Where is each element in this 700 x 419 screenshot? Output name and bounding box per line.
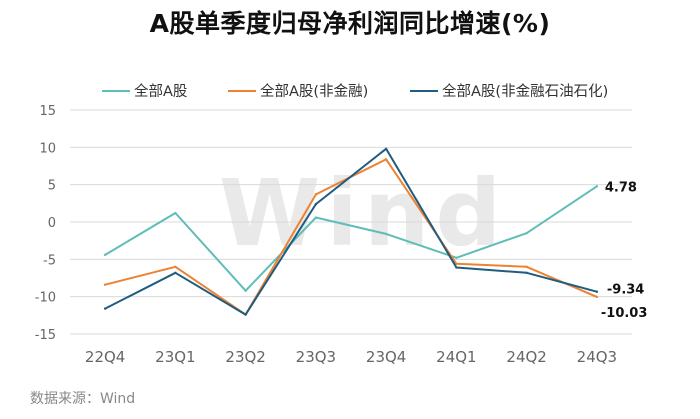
chart-title: A股单季度归母净利润同比增速(%) (149, 9, 551, 38)
legend-item: 全部A股(非金融石油石化) (410, 80, 608, 101)
data-point (103, 253, 107, 257)
data-point (244, 289, 247, 292)
legend-label: 全部A股(非金融石油石化) (442, 84, 609, 100)
y-tick-label: 10 (39, 141, 56, 156)
data-label: -9.34 (607, 283, 644, 298)
data-point (384, 158, 388, 161)
data-point (384, 147, 388, 151)
data-point (174, 271, 177, 274)
data-label: 4.78 (605, 180, 637, 195)
y-tick-label: 15 (39, 104, 56, 119)
legend: 全部A股 全部A股(非金融) 全部A股(非金融石油石化) (0, 80, 700, 100)
data-point (455, 256, 458, 260)
data-label: -10.03 (601, 306, 648, 321)
data-point (595, 185, 599, 188)
series-line (104, 147, 598, 316)
legend-swatch (102, 89, 130, 92)
x-tick-label: 23Q4 (366, 348, 406, 366)
y-tick-label: -10 (35, 291, 56, 306)
data-point (525, 271, 528, 274)
x-tick-label: 24Q2 (506, 348, 546, 366)
data-point (525, 265, 528, 268)
source-note: 数据来源：Wind (30, 391, 136, 407)
legend-label: 全部A股 (134, 84, 188, 100)
data-point (455, 262, 458, 266)
legend-swatch (228, 89, 256, 92)
data-point (314, 216, 318, 219)
data-point (244, 313, 247, 316)
data-point (103, 283, 107, 286)
legend-item: 全部A股 (102, 80, 187, 101)
legend-item: 全部A股(非金融) (228, 80, 368, 101)
data-point (525, 232, 528, 235)
x-tick-label: 23Q1 (155, 348, 195, 366)
data-point (103, 307, 107, 310)
y-tick-label: 5 (48, 179, 56, 194)
x-tick-label: 23Q3 (296, 348, 336, 366)
x-tick-label: 23Q2 (225, 348, 265, 366)
x-tick-label: 24Q1 (436, 348, 476, 366)
watermark: Wind (219, 160, 507, 267)
data-point (595, 290, 599, 293)
data-point (174, 265, 177, 268)
y-tick-label: -15 (35, 328, 56, 343)
data-point (384, 232, 388, 236)
y-tick-label: -5 (43, 253, 56, 268)
legend-swatch (410, 89, 438, 92)
data-point (595, 295, 599, 299)
x-tick-label: 22Q4 (85, 348, 125, 366)
legend-label: 全部A股(非金融) (260, 84, 369, 100)
data-point (314, 202, 318, 206)
y-tick-label: 0 (48, 216, 56, 231)
data-point (174, 211, 177, 215)
series-line (104, 185, 598, 292)
data-point (314, 193, 318, 196)
data-point (455, 266, 458, 269)
x-tick-label: 24Q3 (577, 348, 617, 366)
